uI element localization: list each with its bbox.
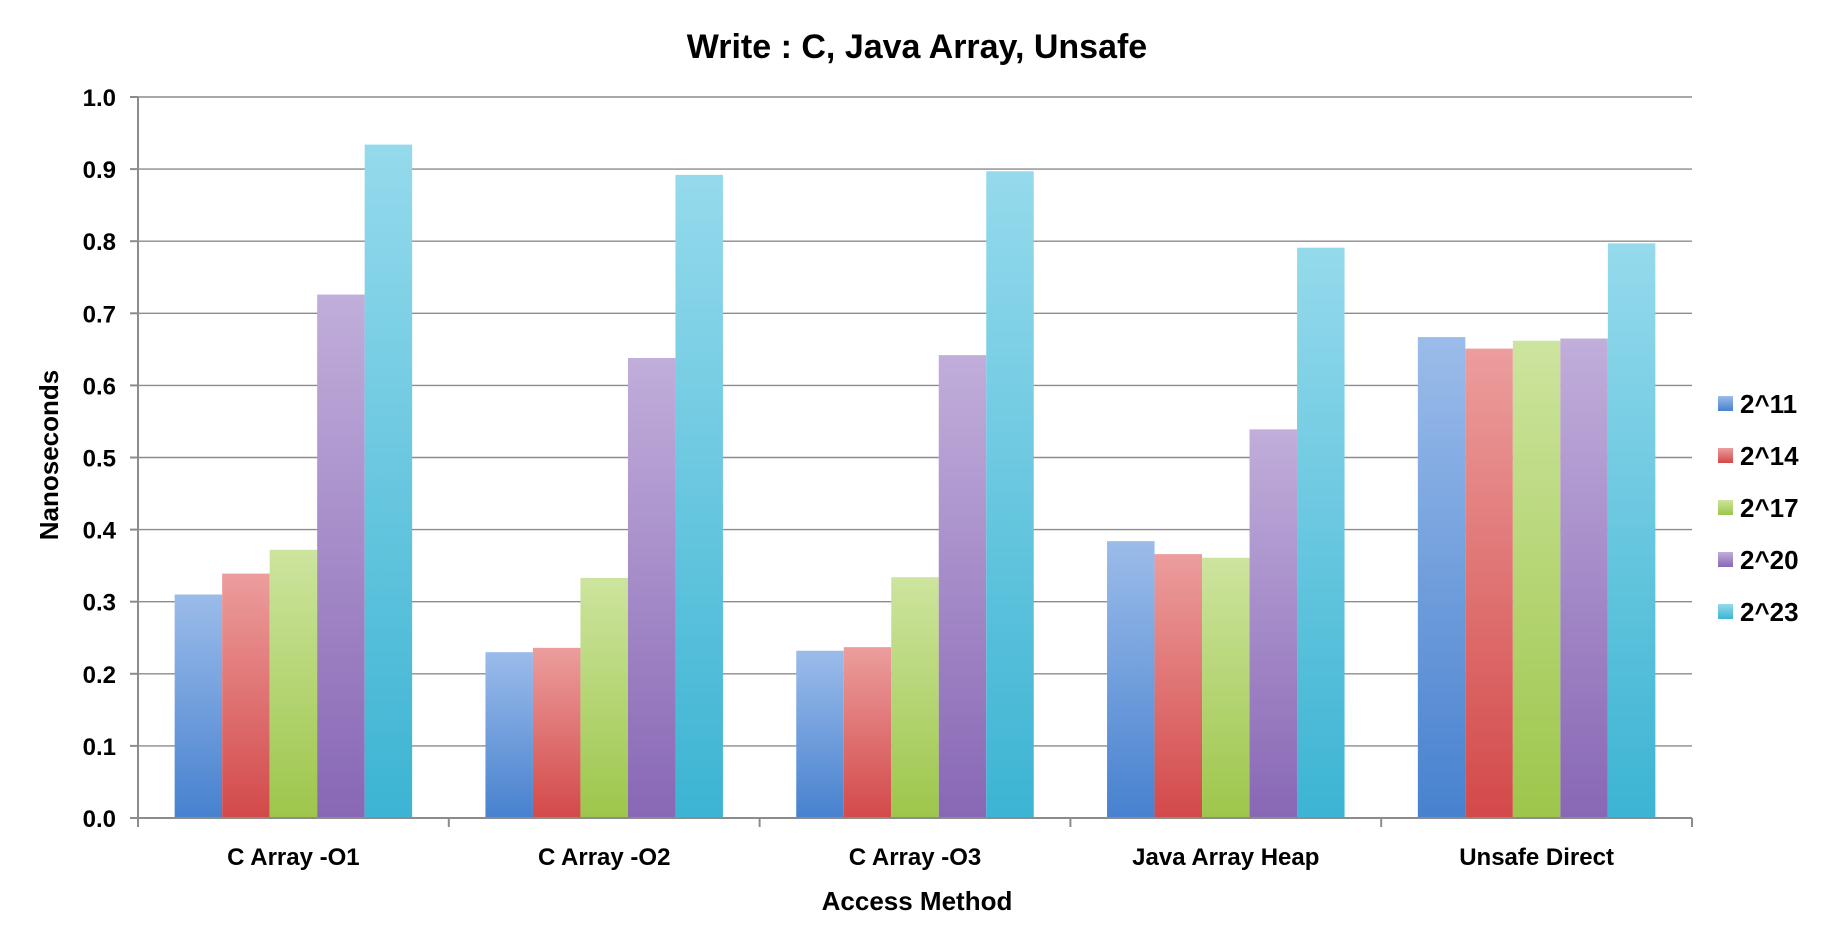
bar: [1560, 338, 1608, 818]
y-tick-label: 0.7: [83, 301, 116, 328]
chart-title: Write : C, Java Array, Unsafe: [687, 28, 1147, 66]
y-tick-label: 0.0: [83, 806, 116, 833]
bar: [222, 573, 270, 818]
bar: [1202, 557, 1250, 818]
bar: [317, 294, 365, 819]
x-tick-label: C Array -O1: [227, 844, 360, 871]
x-tick-label: Unsafe Direct: [1459, 844, 1614, 871]
bar: [364, 144, 413, 818]
bar: [532, 647, 581, 818]
bar: [580, 577, 628, 818]
x-tick-label: Java Array Heap: [1132, 844, 1319, 871]
bar: [1607, 243, 1656, 818]
legend-label: 2^23: [1740, 597, 1799, 627]
bar: [986, 171, 1034, 818]
x-axis-label: Access Method: [822, 886, 1013, 916]
y-tick-label: 0.1: [83, 734, 116, 761]
y-tick-label: 0.5: [83, 446, 116, 473]
legend-label: 2^20: [1740, 545, 1799, 575]
y-tick-label: 0.3: [83, 590, 116, 617]
x-tick-label: C Array -O3: [849, 844, 982, 871]
bar: [891, 577, 939, 818]
bar: [1249, 429, 1298, 818]
bar: [485, 652, 533, 818]
bar: [269, 549, 318, 818]
legend-swatch: [1718, 552, 1733, 567]
bar: [843, 647, 892, 818]
y-axis-label: Nanoseconds: [34, 370, 64, 541]
bar: [1297, 247, 1345, 819]
bars: [174, 144, 1656, 819]
y-tick-label: 0.2: [83, 662, 116, 689]
legend-label: 2^14: [1740, 441, 1799, 471]
legend-swatch: [1718, 448, 1733, 463]
axes: 0.0 0.1 0.2 0.3 0.4 0.5 0.6 0.7 0.8 0.9 1.0 C Array…: [83, 85, 1693, 871]
y-tick-label: 0.9: [83, 157, 116, 184]
bar: [1512, 340, 1561, 818]
y-tick-label: 0.8: [83, 229, 116, 256]
bar: [938, 355, 987, 818]
bar: [675, 174, 723, 819]
legend-swatch: [1718, 500, 1733, 515]
bar: [796, 650, 844, 818]
y-tick-label: 0.4: [83, 518, 117, 545]
bar: [1107, 541, 1155, 818]
legend-label: 2^11: [1740, 389, 1797, 419]
y-tick-label: 0.6: [83, 373, 116, 400]
legend-label: 2^17: [1740, 493, 1799, 523]
legend-swatch: [1718, 396, 1733, 411]
legend-swatch: [1718, 604, 1733, 619]
bar: [1417, 337, 1466, 818]
bar: [1154, 554, 1203, 818]
bar: [627, 358, 676, 818]
bar: [1465, 348, 1513, 818]
y-tick-label: 1.0: [83, 85, 116, 112]
legend: 2^11 2^14 2^17 2^20 2^23: [1718, 389, 1799, 627]
x-tick-label: C Array -O2: [538, 844, 671, 871]
bar: [174, 594, 223, 818]
